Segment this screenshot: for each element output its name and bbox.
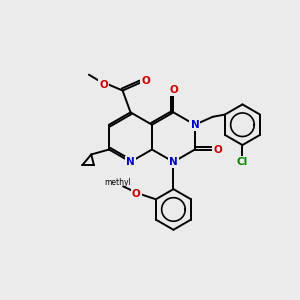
Text: methyl: methyl — [104, 178, 130, 187]
Text: O: O — [169, 85, 178, 94]
Text: O: O — [132, 189, 140, 199]
Text: O: O — [141, 76, 150, 85]
Text: O: O — [213, 145, 222, 154]
Text: O: O — [99, 80, 108, 90]
Text: N: N — [169, 157, 178, 167]
Text: N: N — [126, 157, 135, 167]
Text: N: N — [190, 120, 199, 130]
Text: Cl: Cl — [237, 157, 248, 167]
